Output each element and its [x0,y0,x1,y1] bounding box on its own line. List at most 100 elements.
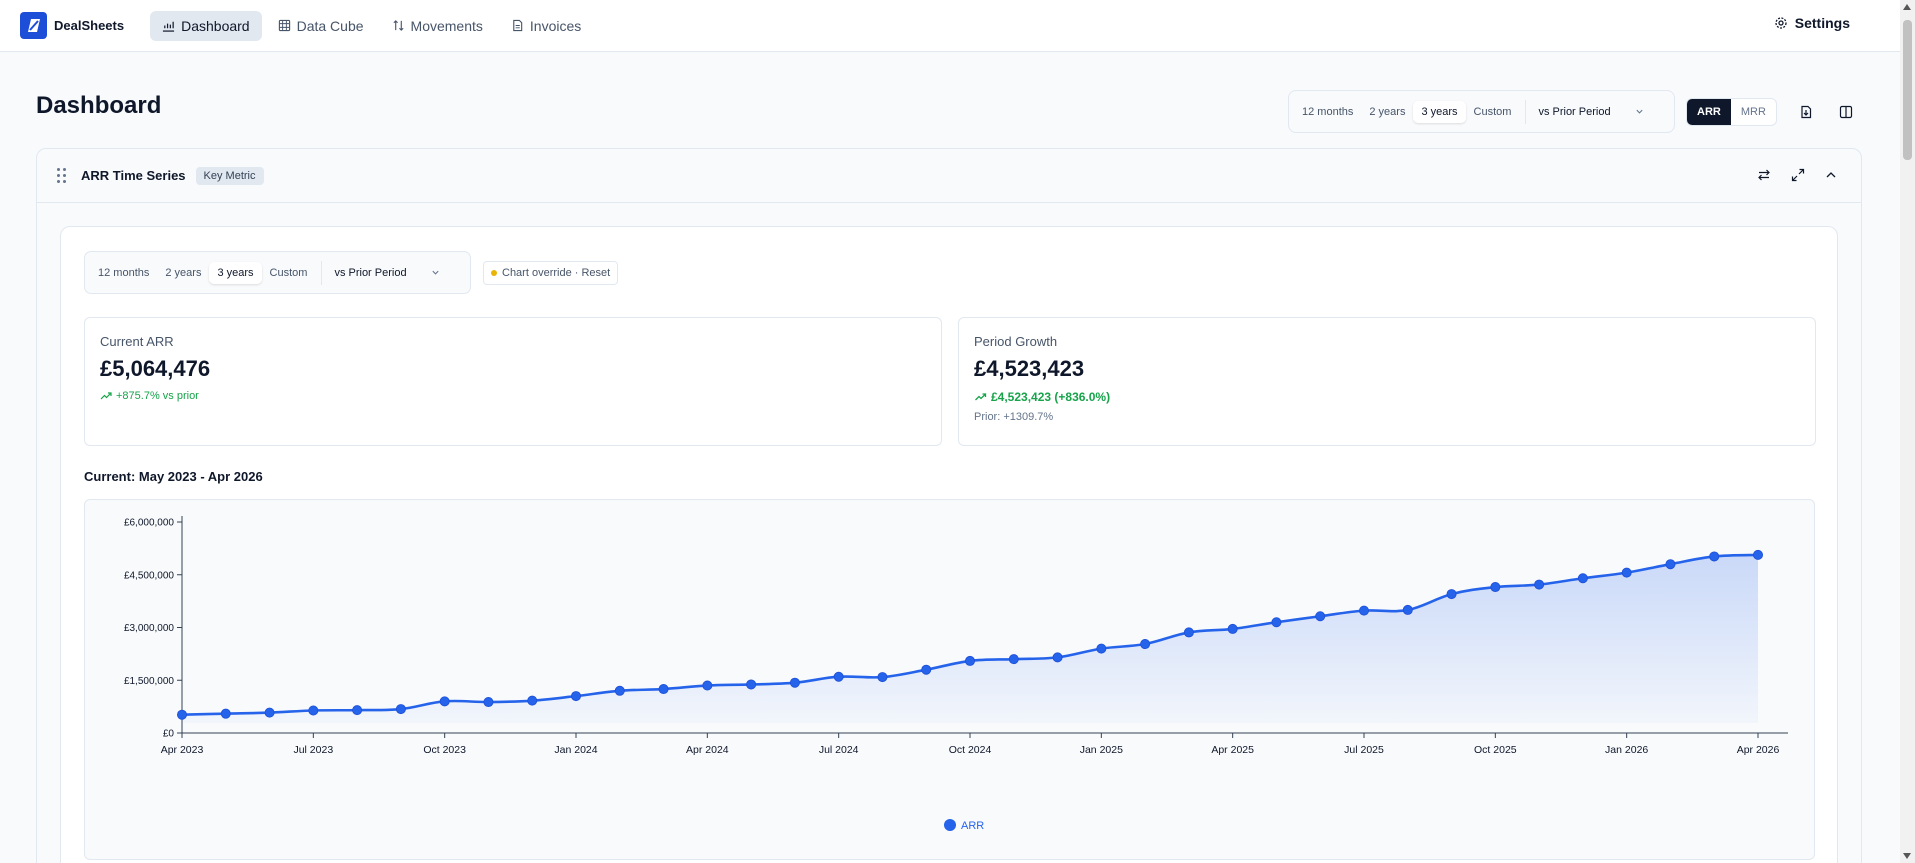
x-tick-label: Jul 2025 [1344,744,1384,756]
swap-button[interactable] [1754,165,1774,185]
data-point [877,672,888,683]
chart-panel: 12 months 2 years 3 years Custom vs Prio… [60,226,1838,863]
arr-time-series-card: ARR Time Series Key Metric 12 months 2 y… [36,148,1862,863]
data-point [1052,652,1063,663]
nav-item-movements[interactable]: Movements [380,11,495,41]
file-export-icon [1801,105,1812,119]
collapse-button[interactable] [1821,165,1841,185]
columns-icon [1839,105,1853,119]
x-tick-label: Oct 2025 [1474,744,1517,756]
data-point [965,655,976,666]
data-point [352,705,363,716]
data-point [1271,617,1282,628]
stat-value: £5,064,476 [100,356,211,381]
current-range-label: Current: May 2023 - Apr 2026 [84,469,263,484]
data-point [1402,604,1413,615]
x-tick-label: Oct 2024 [949,744,992,756]
x-tick-label: Apr 2023 [161,744,204,756]
data-point [789,677,800,688]
key-metric-badge: Key Metric [195,166,264,185]
range-12-months[interactable]: 12 months [98,266,150,279]
stat-change-text: £4,523,423 (+836.0%) [991,390,1111,404]
data-point [1665,559,1676,570]
data-point [483,697,494,708]
data-point [1227,623,1238,634]
scroll-thumb[interactable] [1903,20,1912,160]
range-custom[interactable]: Custom [1473,105,1512,118]
layout-button[interactable] [1835,101,1857,123]
scroll-down-icon[interactable] [1903,853,1911,859]
x-tick-label: Apr 2025 [1211,744,1254,756]
data-point [921,664,932,675]
export-button[interactable] [1795,101,1817,123]
expand-button[interactable] [1788,165,1808,185]
data-point [1577,573,1588,584]
data-point [1359,605,1370,616]
stat-change-text: +875.7% vs prior [116,390,199,402]
metric-toggle: ARR MRR [1686,98,1777,126]
chevron-up-icon [1826,172,1836,178]
nav-item-label: Invoices [529,17,582,34]
trending-up-icon [975,393,987,401]
nav-item-dashboard[interactable]: Dashboard [150,10,262,41]
page-scrollbar[interactable] [1900,0,1915,863]
trending-up-icon [100,392,112,400]
stat-label: Current ARR [100,334,174,349]
y-tick-label: £6,000,000 [124,518,174,529]
comparison-select[interactable]: vs Prior Period [1532,106,1650,118]
card-header: ARR Time Series Key Metric [37,149,1861,203]
data-point [1446,589,1457,600]
comparison-select[interactable]: vs Prior Period [328,267,446,279]
toggle-mrr[interactable]: MRR [1740,106,1766,118]
data-point [220,708,231,719]
gear-icon [1775,17,1787,29]
data-point [658,684,669,695]
nav-item-invoices[interactable]: Invoices [499,11,593,41]
chart-override-reset[interactable]: Chart override · Reset [483,261,619,285]
nav-item-data-cube[interactable]: Data Cube [266,11,376,41]
range-3-years[interactable]: 3 years [209,261,262,284]
x-tick-label: Jan 2024 [554,744,597,756]
x-tick-label: Jul 2024 [819,744,859,756]
chart-range-selector: 12 months 2 years 3 years Custom vs Prio… [84,251,471,294]
range-12-months[interactable]: 12 months [1302,105,1354,118]
brand-name[interactable]: DealSheets [54,18,125,33]
range-2-years[interactable]: 2 years [165,266,202,279]
settings-button[interactable]: Settings [1774,15,1850,31]
range-2-years[interactable]: 2 years [1369,105,1406,118]
page-title: Dashboard [36,92,162,119]
x-tick-label: Jul 2023 [293,744,333,756]
chevron-down-icon [432,270,440,275]
nav-item-label: Dashboard [181,17,250,34]
data-point [1621,567,1632,578]
y-tick-label: £1,500,000 [124,676,174,687]
divider [1525,99,1527,124]
y-tick-label: £0 [163,729,175,740]
toggle-arr[interactable]: ARR [1687,99,1731,125]
y-tick-label: £4,500,000 [124,570,174,581]
card-title: ARR Time Series [81,168,186,183]
override-dot-icon [491,270,497,276]
logo-icon[interactable] [20,12,47,39]
data-point [1753,549,1764,560]
scroll-up-icon[interactable] [1903,4,1911,10]
x-tick-label: Jan 2025 [1080,744,1123,756]
expand-icon [1791,168,1805,182]
data-point [1183,627,1194,638]
comparison-value: vs Prior Period [1538,105,1611,118]
range-custom[interactable]: Custom [269,266,308,279]
y-tick-label: £3,000,000 [124,623,174,634]
drag-handle-icon[interactable] [57,168,66,183]
data-point [1140,639,1151,650]
data-point [264,707,275,718]
range-3-years[interactable]: 3 years [1413,100,1466,123]
chart-line-icon [163,21,175,32]
data-point [1709,551,1720,562]
data-point [395,704,406,715]
divider [321,260,323,285]
document-icon [513,19,523,32]
data-point [1490,582,1501,593]
data-point [439,696,450,707]
swap-arrows-icon [1758,169,1770,181]
top-nav: DealSheets Dashboard Data Cube Movements… [0,0,1900,52]
